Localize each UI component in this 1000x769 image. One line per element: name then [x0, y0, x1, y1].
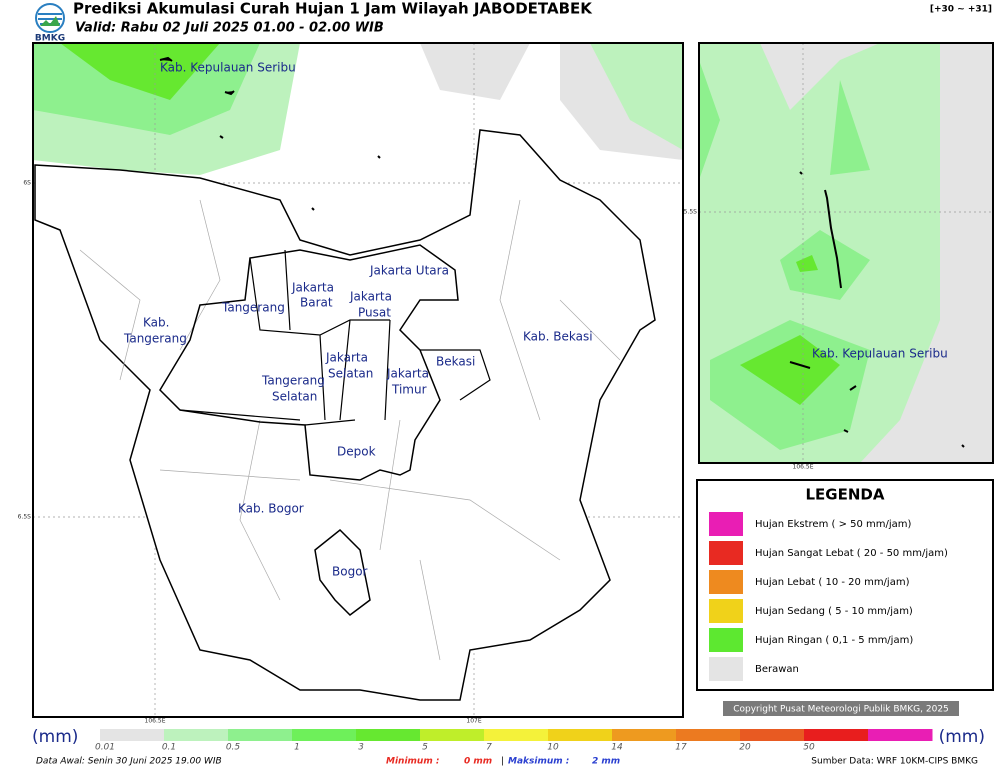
legend-label: Hujan Sangat Lebat ( 20 - 50 mm/jam)	[755, 548, 948, 559]
title: Prediksi Akumulasi Curah Hujan 1 Jam Wil…	[73, 0, 593, 18]
max-label: Maksimum :	[508, 757, 569, 767]
copyright: Copyright Pusat Meteorologi Publik BMKG,…	[733, 705, 949, 715]
lon-tick: 106.5E	[145, 718, 166, 725]
source: Sumber Data: WRF 10KM-CIPS BMKG	[811, 757, 978, 767]
unit: (mm)	[32, 727, 78, 747]
region-label: Kab. Bekasi	[523, 330, 593, 344]
region-label: Jakarta	[349, 290, 392, 304]
legend-swatch	[709, 570, 743, 594]
region-label: Timur	[391, 383, 427, 397]
region-label: Bekasi	[436, 355, 475, 369]
inset-map: Kab. Kepulauan Seribu 5.5S 106.5E	[684, 42, 994, 471]
legend-title: LEGENDA	[806, 486, 885, 504]
legend-label: Berawan	[755, 664, 799, 675]
colorbar-label: 20	[739, 743, 751, 753]
region-label: Barat	[300, 296, 333, 310]
colorbar-label: 50	[803, 743, 815, 753]
colorbar-label: 7	[486, 743, 492, 753]
data-start: Data Awal: Senin 30 Juni 2025 19.00 WIB	[36, 757, 222, 767]
legend-label: Hujan Sedang ( 5 - 10 mm/jam)	[755, 606, 913, 617]
legend-label: Hujan Ekstrem ( > 50 mm/jam)	[755, 519, 912, 530]
legend: LEGENDA Hujan Ekstrem ( > 50 mm/jam) Huja…	[696, 479, 994, 691]
colorbar-segment	[676, 729, 741, 741]
colorbar-label: 0.5	[226, 743, 241, 753]
max-value: 2 mm	[592, 757, 620, 767]
unit: (mm)	[939, 727, 985, 747]
colorbar-segment	[868, 729, 933, 741]
colorbar-label: 10	[547, 743, 559, 753]
colorbar-segment	[292, 729, 357, 741]
region-label: Kab. Kepulauan Seribu	[812, 347, 948, 361]
region-label: Tangerang	[221, 301, 285, 315]
range: [+30 ~ +31]	[930, 5, 992, 15]
colorbar-label: 17	[675, 743, 687, 753]
min-label: Minimum :	[386, 757, 439, 767]
lon-tick: 106.5E	[793, 464, 814, 471]
colorbar-label: 5	[422, 743, 428, 753]
region-label: Selatan	[272, 390, 317, 404]
separator: |	[501, 757, 504, 767]
colorbar-segment	[356, 729, 421, 741]
region-label: Jakarta	[291, 281, 334, 295]
lon-tick: 107E	[466, 718, 481, 725]
region-label: Jakarta Utara	[369, 264, 449, 278]
colorbar-label: 0.1	[162, 743, 176, 753]
min-value: 0 mm	[464, 757, 492, 767]
region-label: Selatan	[328, 367, 373, 381]
colorbar-segment	[164, 729, 229, 741]
lat-tick: 6.5S	[18, 514, 32, 521]
colorbar-segment	[484, 729, 549, 741]
colorbar-segment	[420, 729, 485, 741]
colorbar-segment	[100, 729, 165, 741]
main-map: Kab. Kepulauan Seribu Jakarta Utara Jaka…	[18, 42, 684, 725]
region-label: Jakarta	[325, 351, 368, 365]
colorbar-label: 3	[358, 743, 364, 753]
logo: BMKG	[35, 3, 65, 44]
colorbar-label: 14	[611, 743, 623, 753]
colorbar-segment	[228, 729, 293, 741]
lat-tick: 6S	[23, 180, 31, 187]
valid: Valid: Rabu 02 Juli 2025 01.00 - 02.00 W…	[75, 21, 384, 36]
lat-tick: 5.5S	[684, 209, 698, 216]
colorbar-label: 1	[294, 743, 300, 753]
legend-swatch	[709, 599, 743, 623]
logo-text: BMKG	[35, 34, 65, 44]
region-label: Jakarta	[386, 367, 429, 381]
region-label: Kab. Kepulauan Seribu	[160, 61, 296, 75]
copyright-box	[723, 701, 959, 716]
legend-swatch	[709, 512, 743, 536]
region-label: Tangerang	[123, 332, 187, 346]
region-label: Kab.	[143, 316, 169, 330]
colorbar-segment	[612, 729, 677, 741]
region-label: Pusat	[358, 306, 391, 320]
colorbar: (mm) (mm) 0.01 0.1 0.5 1 3 5 7 10 14 17 20 50	[32, 727, 985, 753]
legend-label: Hujan Lebat ( 10 - 20 mm/jam)	[755, 577, 910, 588]
colorbar-segment	[804, 729, 869, 741]
legend-swatch	[709, 541, 743, 565]
region-label: Kab. Bogor	[238, 502, 304, 516]
region-label: Bogor	[332, 565, 368, 579]
legend-label: Hujan Ringan ( 0,1 - 5 mm/jam)	[755, 635, 913, 646]
region-label: Tangerang	[261, 374, 325, 388]
legend-swatch	[709, 628, 743, 652]
colorbar-label: 0.01	[95, 743, 115, 753]
region-label: Depok	[337, 445, 376, 459]
colorbar-segment	[740, 729, 805, 741]
legend-swatch	[709, 657, 743, 681]
colorbar-segment	[548, 729, 613, 741]
